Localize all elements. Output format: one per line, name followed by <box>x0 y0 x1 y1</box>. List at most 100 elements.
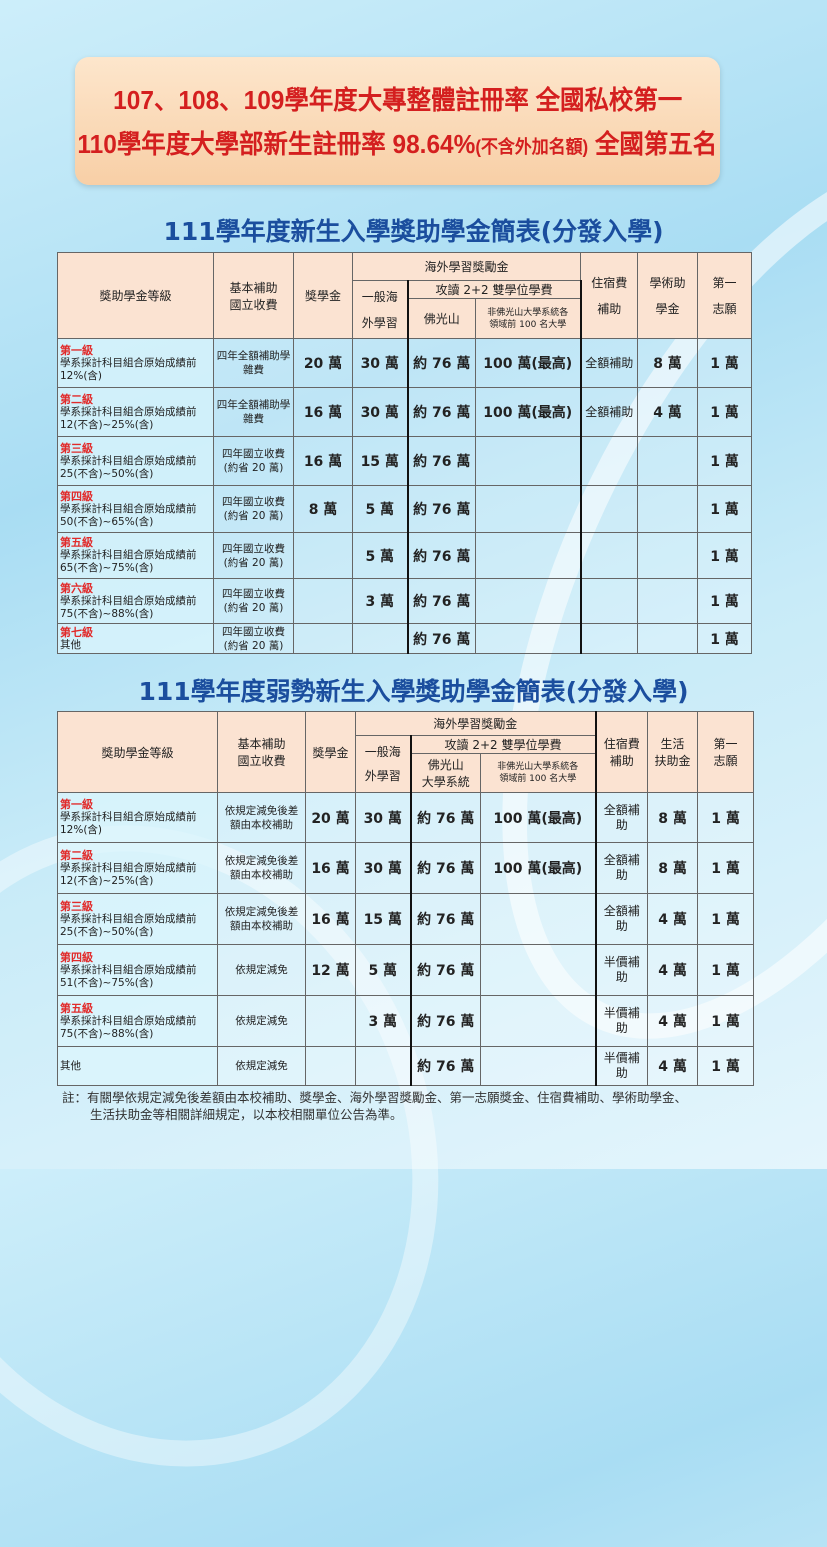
dorm-cell: 半價補助 <box>595 995 649 1047</box>
grade-level: 第五級 <box>60 1001 93 1015</box>
banner-line-2: 110學年度大學部新生註冊率 98.64%(不含外加名額) 全國第五名 <box>78 127 718 164</box>
grade-level: 第五級 <box>60 536 93 549</box>
table-row: 第一級 學系採計科目組合原始成績前 12%(含) 依規定減免後差額由本校補助 20 萬… <box>57 792 755 843</box>
grade-cell: 第四級 學系採計科目組合原始成績前 50(不含)~65%(含) <box>57 485 214 533</box>
banner-rate-note: (不含外加名額) <box>475 136 589 157</box>
header-first-choice: 第一 志願 <box>697 252 752 339</box>
table-row: 第一級 學系採計科目組合原始成績前 12%(含) 四年全額補助學雜費 20 萬 30 萬… <box>57 338 752 388</box>
general-cell: 15 萬 <box>352 436 408 486</box>
header-grade: 獎助學金等級 <box>57 252 214 339</box>
fgs-cell: 約 76 萬 <box>406 338 476 388</box>
scholarship-cell <box>293 623 353 654</box>
basic-cell: 四年全額補助學雜費 <box>213 387 294 437</box>
grade-level: 第一級 <box>60 798 93 811</box>
general-cell: 30 萬 <box>355 842 411 894</box>
first-cell: 1 萬 <box>697 1046 755 1086</box>
fgs-cell: 約 76 萬 <box>406 387 476 437</box>
table-row: 第三級 學系採計科目組合原始成績前 25(不含)~50%(含) 四年國立收費(約省 … <box>57 436 752 486</box>
first-cell: 1 萬 <box>697 532 752 579</box>
grade-level: 第二級 <box>60 848 93 862</box>
grade-level: 第三級 <box>60 899 93 913</box>
fgs-cell: 約 76 萬 <box>409 1046 481 1086</box>
banner-rank: 全國第五名 <box>588 128 718 159</box>
grade-cell: 第五級 學系採計科目組合原始成績前 75(不含)~88%(含) <box>57 995 218 1047</box>
table-row: 第六級 學系採計科目組合原始成績前 75(不含)~88%(含) 四年國立收費(約省 … <box>57 578 752 624</box>
first-cell: 1 萬 <box>697 338 752 388</box>
fgs-cell: 約 76 萬 <box>406 485 476 533</box>
fgs-cell: 約 76 萬 <box>406 532 476 579</box>
nonfgs-cell <box>479 1046 597 1086</box>
basic-cell: 四年國立收費(約省 20 萬) <box>213 623 294 654</box>
first-cell: 1 萬 <box>697 893 755 945</box>
dorm-cell <box>580 623 638 654</box>
header-general-overseas: 一般海 外學習 <box>355 735 411 793</box>
nonfgs-cell: 100 萬(最高) <box>479 842 597 894</box>
header-living: 生活 扶助金 <box>647 711 699 793</box>
academic-cell: 8 萬 <box>637 338 698 388</box>
header-fgs: 佛光山 <box>406 298 476 339</box>
nonfgs-cell <box>475 623 582 654</box>
grade-criteria: 學系採計科目組合原始成績前 51(不含)~75%(含) <box>60 963 197 989</box>
fgs-cell: 約 76 萬 <box>409 944 481 996</box>
grade-cell: 第五級 學系採計科目組合原始成績前 65(不含)~75%(含) <box>57 532 214 579</box>
basic-cell: 四年全額補助學雜費 <box>213 338 294 388</box>
first-cell: 1 萬 <box>697 842 755 894</box>
header-dual-degree: 攻讀 2+2 雙學位學費 <box>409 735 597 754</box>
scholarship-cell: 16 萬 <box>305 842 356 894</box>
grade-criteria: 學系採計科目組合原始成績前 12(不含)~25%(含) <box>60 861 197 887</box>
academic-cell <box>637 532 698 579</box>
grade-criteria: 學系採計科目組合原始成績前 25(不含)~50%(含) <box>60 912 197 938</box>
basic-cell: 依規定減免 <box>217 1046 306 1086</box>
scholarship-cell: 16 萬 <box>293 387 353 437</box>
footnote: 註：有關學依規定減免後差額由本校補助、獎學金、海外學習獎勵金、第一志願獎金、住宿… <box>62 1089 762 1123</box>
nonfgs-cell <box>475 436 582 486</box>
basic-cell: 依規定減免後差額由本校補助 <box>217 842 306 894</box>
dorm-cell <box>580 532 638 579</box>
grade-criteria: 學系採計科目組合原始成績前 50(不含)~65%(含) <box>60 502 197 528</box>
academic-cell <box>637 623 698 654</box>
table-row: 第五級 學系採計科目組合原始成績前 65(不含)~75%(含) 四年國立收費(約省 … <box>57 532 752 579</box>
dorm-cell: 全額補助 <box>595 893 649 945</box>
banner-line-1: 107、108、109學年度大專整體註冊率 全國私校第一 <box>112 84 683 115</box>
table2-title: 111學年度弱勢新生入學獎助學金簡表(分發入學) <box>138 677 689 706</box>
nonfgs-cell: 100 萬(最高) <box>475 338 582 388</box>
fgs-cell: 約 76 萬 <box>406 623 476 654</box>
living-cell: 8 萬 <box>647 842 699 894</box>
header-basic: 基本補助 國立收費 <box>213 252 294 339</box>
general-cell <box>352 623 408 654</box>
grade-criteria: 學系採計科目組合原始成績前 12%(含) <box>60 811 197 836</box>
basic-cell: 四年國立收費(約省 20 萬) <box>213 485 294 533</box>
scholarship-cell: 12 萬 <box>305 944 356 996</box>
grade-criteria: 學系採計科目組合原始成績前 75(不含)~88%(含) <box>60 1014 197 1040</box>
scholarship-cell: 8 萬 <box>293 485 353 533</box>
grade-level: 第一級 <box>60 343 93 357</box>
general-cell: 30 萬 <box>355 792 411 843</box>
basic-cell: 四年國立收費(約省 20 萬) <box>213 532 294 579</box>
nonfgs-cell <box>479 893 597 945</box>
grade-cell: 第三級 學系採計科目組合原始成績前 25(不含)~50%(含) <box>57 436 214 486</box>
general-cell: 3 萬 <box>352 578 408 624</box>
scholarship-cell: 16 萬 <box>293 436 353 486</box>
table-row: 第二級 學系採計科目組合原始成績前 12(不含)~25%(含) 依規定減免後差額由本… <box>57 842 755 894</box>
header-dorm: 住宿費 補助 <box>595 711 649 793</box>
grade-level: 第七級 <box>60 625 93 639</box>
academic-cell <box>637 578 698 624</box>
dorm-cell: 半價補助 <box>595 944 649 996</box>
fgs-cell: 約 76 萬 <box>409 893 481 945</box>
grade-criteria: 其他 <box>60 638 81 651</box>
scholarship-cell: 20 萬 <box>293 338 353 388</box>
header-overseas: 海外學習獎勵金 <box>354 711 597 736</box>
fgs-cell: 約 76 萬 <box>409 842 481 894</box>
scholarship-table-disadvantaged: 獎助學金等級 基本補助 國立收費 獎學金 海外學習獎勵金 住宿費 補助 生活 扶… <box>57 711 755 1086</box>
scholarship-cell <box>305 995 356 1047</box>
header-non-fgs: 非佛光山大學系統各 領域前 100 名大學 <box>479 753 597 793</box>
scholarship-cell <box>305 1046 356 1086</box>
academic-cell <box>637 436 698 486</box>
header-dual-degree: 攻讀 2+2 雙學位學費 <box>406 280 582 299</box>
scholarship-cell: 20 萬 <box>305 792 356 843</box>
dorm-cell <box>580 436 638 486</box>
grade-cell: 第一級 學系採計科目組合原始成績前 12%(含) <box>57 792 218 843</box>
grade-criteria: 學系採計科目組合原始成績前 65(不含)~75%(含) <box>60 549 197 574</box>
grade-cell: 第二級 學系採計科目組合原始成績前 12(不含)~25%(含) <box>57 842 218 894</box>
